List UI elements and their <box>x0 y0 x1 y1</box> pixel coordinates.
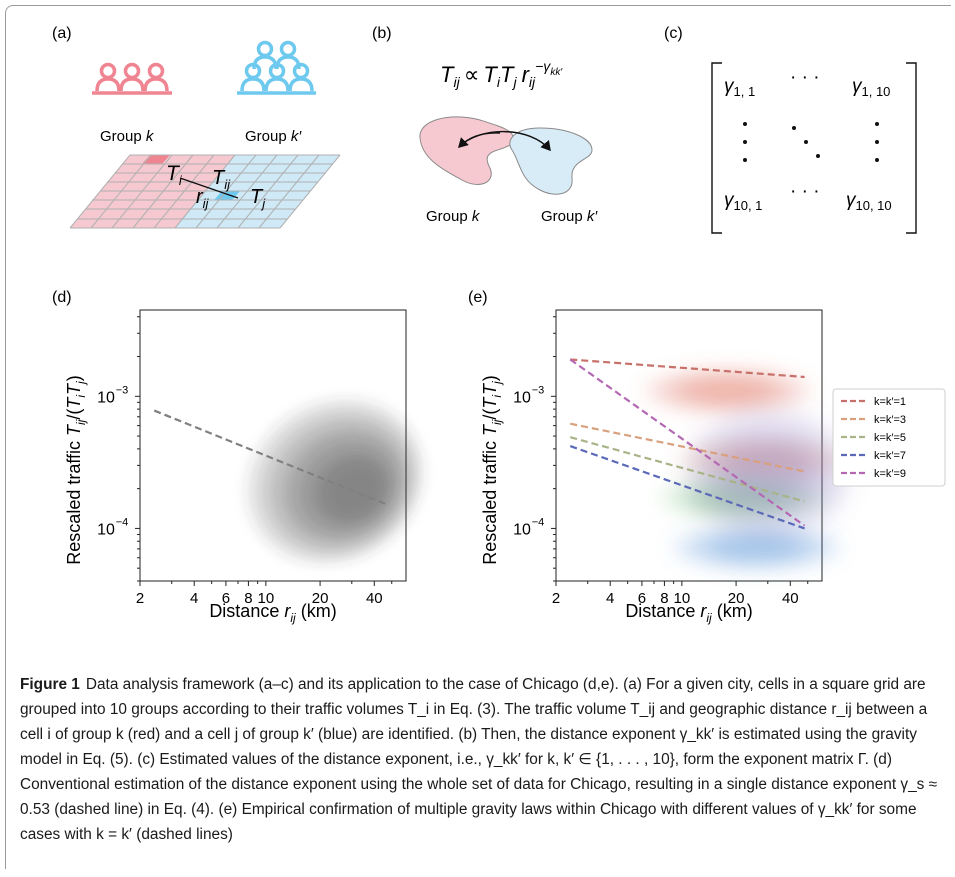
x-tick-label: 6 <box>638 590 646 607</box>
legend-label-3: k=k′=5 <box>874 432 906 444</box>
group-k2-label-a: Group k′ <box>245 128 302 145</box>
density-cloud-5 <box>681 405 854 542</box>
exponent-matrix: γ1, 1 · · · γ1, 10 γ10, 1 · · · γ10, 10 <box>711 62 917 234</box>
group-k2-blob <box>509 127 593 195</box>
x-tick-label: 10 <box>258 590 275 607</box>
group-k-label-b: Group k <box>426 208 481 225</box>
cell-i-label: Ti <box>166 162 183 188</box>
density-contour <box>718 536 795 559</box>
x-tick-label: 20 <box>728 590 745 607</box>
gamma-10-10: γ10, 10 <box>846 190 892 213</box>
caption-text: Data analysis framework (a–c) and its ap… <box>20 676 938 843</box>
chart-e-density <box>641 366 854 572</box>
fit-line-5 <box>569 358 806 527</box>
y-tick-label: 10 <box>97 389 115 406</box>
group-k-label-a: Group k <box>100 128 155 145</box>
gamma-10-1: γ10, 1 <box>724 190 762 213</box>
chart-d-xlabel: Distance rij (km) <box>209 601 336 625</box>
chart-e-xlabel: Distance rij (km) <box>625 601 752 625</box>
figure-svg: (a) (b) (c) (d) (e) Group k Group k′ <box>52 25 946 625</box>
density-contour <box>729 453 806 494</box>
panel-label-d: (d) <box>52 289 72 306</box>
y-tick-exponent: −3 <box>116 384 129 396</box>
fit-line-3 <box>569 436 805 503</box>
gamma-1-1: γ1, 1 <box>724 76 755 99</box>
group-k2-people-icon <box>237 40 316 95</box>
matrix-hdots-top: · · · <box>790 67 820 88</box>
y-tick-label: 10 <box>97 521 115 538</box>
x-tick-label: 40 <box>782 590 799 607</box>
density-cloud-1 <box>641 366 814 415</box>
fit-line-4 <box>569 445 805 530</box>
interaction-arrow-back <box>458 132 501 148</box>
y-tick-exponent: −4 <box>116 516 129 528</box>
caption-label: Figure 1 <box>20 676 80 693</box>
legend-label-1: k=k′=1 <box>874 396 906 408</box>
figure-caption: Figure 1 Data analysis framework (a–c) an… <box>20 672 945 847</box>
y-tick-label: 10 <box>513 389 531 406</box>
gamma-1-10: γ1, 10 <box>852 76 890 99</box>
panel-label-b: (b) <box>372 25 392 42</box>
panel-label-a: (a) <box>52 25 72 42</box>
chart-e-legend: k=k′=1 k=k′=3 k=k′=5 k=k′=7 k=k′=9 <box>832 388 946 487</box>
chart-d-density <box>245 398 424 565</box>
fit-line-1 <box>570 358 805 379</box>
square-grid <box>69 154 341 229</box>
legend-label-2: k=k′=3 <box>874 414 906 426</box>
x-tick-label: 4 <box>606 590 614 607</box>
y-tick-label: 10 <box>513 521 531 538</box>
panel-label-c: (c) <box>664 25 683 42</box>
legend-label-5: k=k′=9 <box>874 468 906 480</box>
y-tick-exponent: −3 <box>532 384 545 396</box>
group-k-people-icon <box>92 62 172 95</box>
x-tick-label: 10 <box>674 590 691 607</box>
legend-label-4: k=k′=7 <box>874 450 906 462</box>
x-tick-label: 6 <box>222 590 230 607</box>
fit-line-2 <box>570 422 805 473</box>
x-tick-label: 4 <box>190 590 198 607</box>
density-contour <box>689 379 766 403</box>
x-tick-label: 8 <box>660 590 668 607</box>
chart-e-ylabel: Rescaled traffic Tij/(TiTj) <box>480 375 504 564</box>
fit-line <box>153 409 389 507</box>
figure-frame <box>5 5 951 869</box>
x-tick-label: 20 <box>312 590 329 607</box>
x-tick-label: 2 <box>136 590 144 607</box>
x-tick-label: 40 <box>366 590 383 607</box>
gravity-formula: Tij ∝ TiTj rij−γkk′ <box>440 58 563 90</box>
group-k-blob <box>419 116 514 185</box>
panel-label-e: (e) <box>468 289 488 306</box>
matrix-hdots-bottom: · · · <box>790 181 820 202</box>
x-tick-label: 8 <box>244 590 252 607</box>
traffic-ij-label: Tij <box>212 167 231 192</box>
x-tick-label: 2 <box>552 590 560 607</box>
y-tick-exponent: −4 <box>532 516 545 528</box>
cell-j-label: Tj <box>250 186 266 211</box>
distance-ij-label: rij <box>196 186 210 211</box>
chart-d-ylabel: Rescaled traffic Tij/(TiTj) <box>64 375 88 564</box>
group-k2-label-b: Group k′ <box>541 208 598 225</box>
